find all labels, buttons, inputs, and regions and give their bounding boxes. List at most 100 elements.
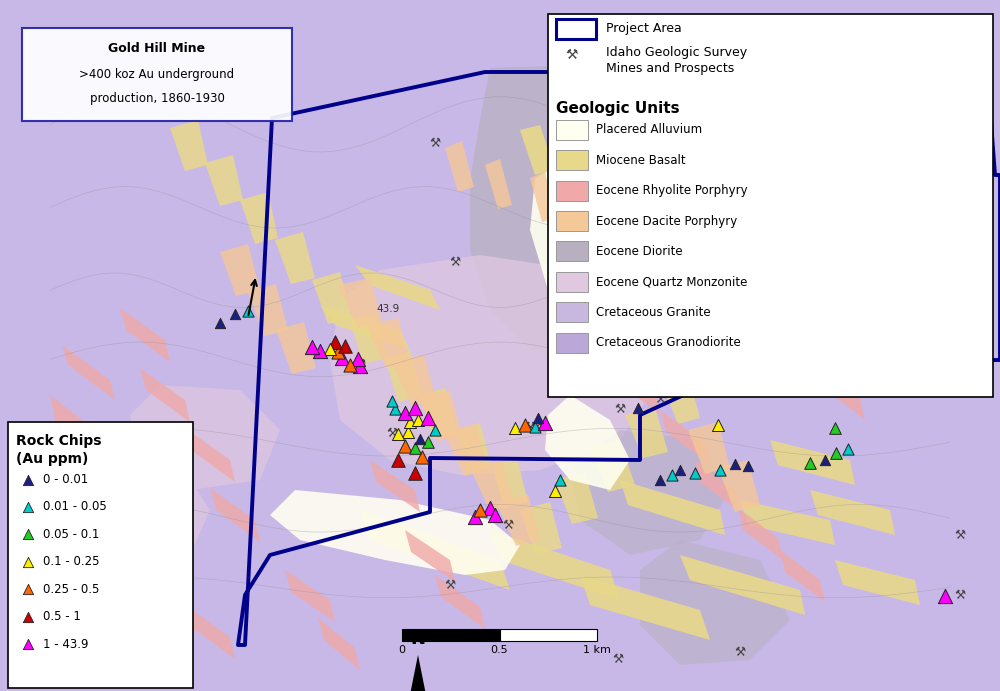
Text: Cretaceous Granodiorite: Cretaceous Granodiorite: [596, 337, 741, 349]
Bar: [556, 272, 588, 292]
Text: 0.05 - 0.1: 0.05 - 0.1: [43, 528, 99, 541]
Polygon shape: [205, 155, 243, 206]
Point: [20, 584, 36, 595]
Point: [20, 638, 36, 650]
Point: [652, 475, 668, 486]
Point: [672, 464, 688, 475]
Text: ⚒: ⚒: [429, 138, 441, 150]
Point: [547, 485, 563, 496]
Polygon shape: [740, 500, 835, 545]
Polygon shape: [920, 242, 960, 294]
Text: ⚒: ⚒: [530, 421, 542, 433]
Point: [630, 402, 646, 413]
Polygon shape: [445, 141, 474, 192]
Polygon shape: [392, 355, 436, 406]
Text: ⚒: ⚒: [566, 48, 578, 61]
Polygon shape: [140, 368, 190, 422]
Point: [570, 378, 586, 389]
Polygon shape: [545, 395, 630, 490]
Polygon shape: [840, 285, 882, 335]
Text: Rock Chips: Rock Chips: [16, 433, 102, 448]
Polygon shape: [366, 318, 410, 368]
Polygon shape: [492, 458, 528, 508]
Point: [420, 413, 436, 424]
Polygon shape: [410, 655, 426, 691]
Polygon shape: [570, 430, 730, 555]
Point: [330, 347, 346, 358]
Point: [312, 346, 328, 357]
Polygon shape: [620, 480, 725, 535]
Polygon shape: [580, 575, 710, 640]
Polygon shape: [185, 605, 235, 659]
Polygon shape: [435, 575, 485, 629]
Polygon shape: [738, 508, 783, 560]
Point: [387, 404, 403, 415]
Text: Cretaceous Granite: Cretaceous Granite: [596, 306, 711, 319]
Polygon shape: [355, 265, 440, 310]
Polygon shape: [680, 555, 805, 615]
Point: [337, 340, 353, 351]
Polygon shape: [640, 540, 790, 665]
Polygon shape: [880, 188, 918, 238]
Polygon shape: [900, 288, 945, 340]
Point: [552, 475, 568, 486]
Text: 0: 0: [398, 645, 406, 655]
Point: [384, 395, 400, 406]
Text: ⚒: ⚒: [354, 359, 366, 371]
Text: ⚒: ⚒: [449, 256, 461, 269]
Bar: [556, 302, 588, 322]
Polygon shape: [610, 360, 660, 414]
Polygon shape: [360, 510, 510, 590]
Text: 43.9: 43.9: [376, 304, 400, 314]
Bar: [402, 629, 500, 641]
Polygon shape: [420, 388, 457, 439]
Point: [304, 341, 320, 352]
Text: 0.1 - 0.25: 0.1 - 0.25: [43, 556, 100, 569]
Point: [390, 428, 406, 439]
Point: [530, 413, 546, 424]
Polygon shape: [38, 450, 85, 510]
Polygon shape: [858, 330, 903, 382]
Polygon shape: [385, 351, 422, 402]
Point: [390, 454, 406, 465]
Polygon shape: [688, 422, 730, 474]
Bar: [556, 180, 588, 200]
Point: [397, 440, 413, 451]
Point: [828, 447, 844, 458]
Point: [20, 556, 36, 567]
Bar: [556, 241, 588, 261]
Text: Idaho Geologic Survey: Idaho Geologic Survey: [606, 46, 747, 59]
Point: [472, 504, 488, 515]
Polygon shape: [625, 407, 668, 458]
Point: [402, 416, 418, 427]
Polygon shape: [555, 472, 598, 524]
Polygon shape: [62, 345, 115, 400]
Point: [664, 470, 680, 481]
Polygon shape: [770, 440, 855, 485]
Text: 0.5 - 1: 0.5 - 1: [43, 610, 81, 623]
Bar: [556, 332, 588, 352]
Point: [420, 437, 436, 448]
Polygon shape: [600, 122, 640, 172]
Text: Eocene Dacite Porphyry: Eocene Dacite Porphyry: [596, 215, 737, 227]
Polygon shape: [750, 305, 790, 357]
Polygon shape: [695, 460, 740, 512]
Polygon shape: [780, 550, 825, 602]
Point: [414, 452, 430, 463]
Text: ⚒: ⚒: [849, 381, 861, 393]
Bar: [556, 150, 588, 170]
Polygon shape: [840, 232, 882, 282]
Point: [712, 464, 728, 475]
Point: [227, 309, 243, 320]
Point: [687, 468, 703, 479]
Polygon shape: [330, 255, 660, 475]
Text: 1 km: 1 km: [583, 645, 611, 655]
Polygon shape: [520, 502, 562, 554]
Bar: [556, 120, 588, 140]
Point: [527, 422, 543, 433]
Point: [407, 442, 423, 453]
Polygon shape: [485, 159, 512, 209]
Point: [487, 509, 503, 520]
Text: ⚒: ⚒: [654, 393, 666, 406]
Polygon shape: [318, 618, 360, 670]
